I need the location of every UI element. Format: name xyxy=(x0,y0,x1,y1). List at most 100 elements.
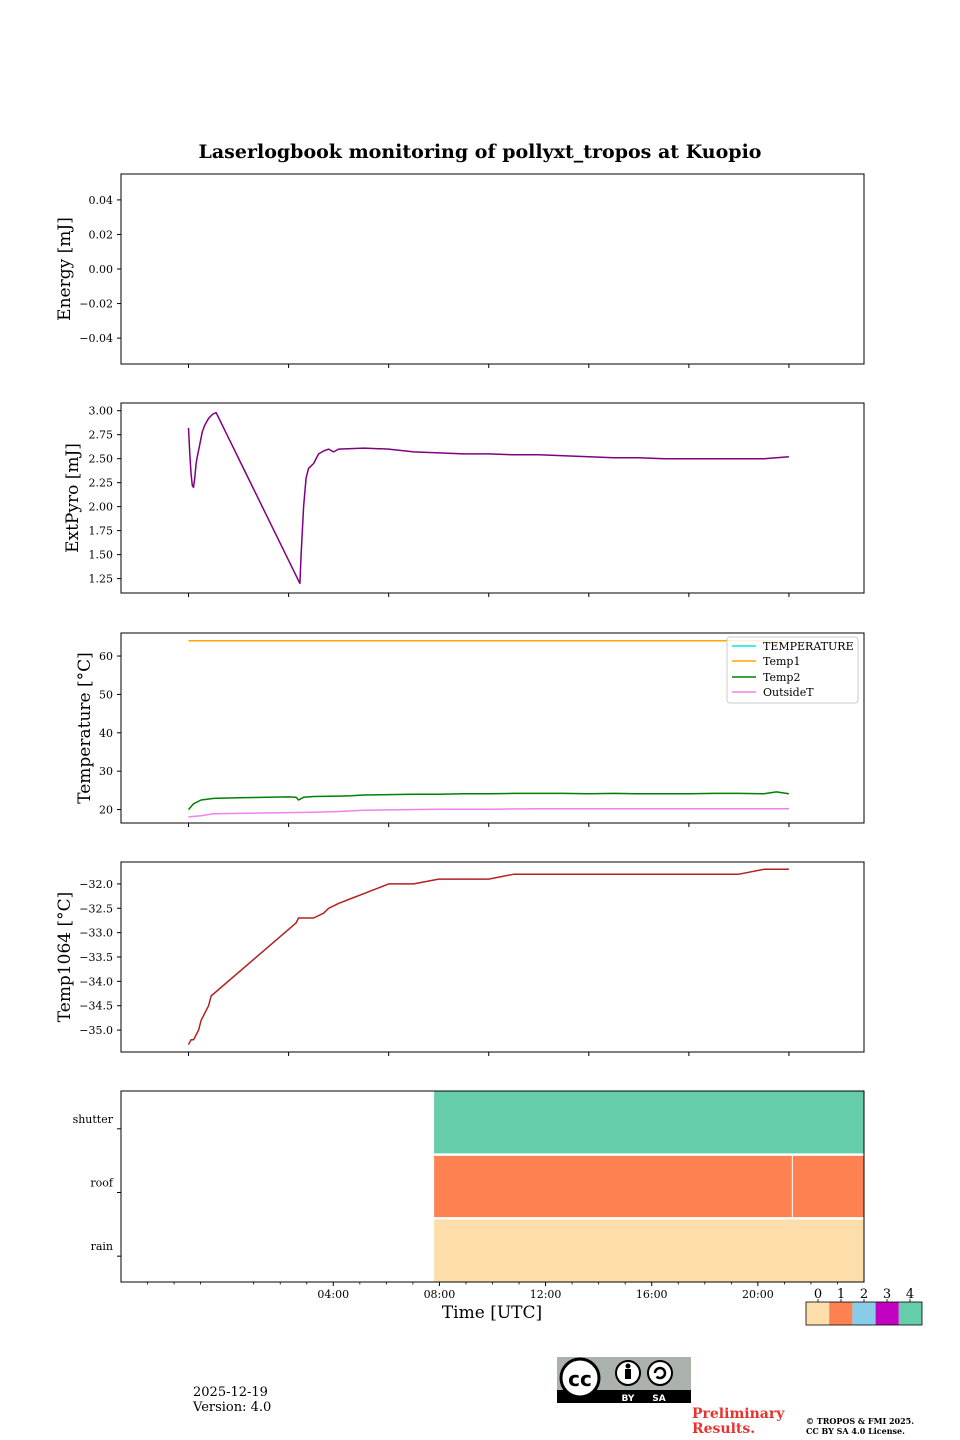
colorbar-tick-label: 0 xyxy=(814,1287,822,1302)
series-line-extpyro xyxy=(187,411,789,585)
temperature-axes-frame xyxy=(120,632,865,824)
temp1064-panel: −32.0 −32.5 −33.0 −33.5 −34.0 −34.5 −35.0 Temp… xyxy=(55,861,865,1056)
temp1064-ytick-label: −33.0 xyxy=(79,927,113,940)
legend-label-temp2: Temp2 xyxy=(763,671,800,684)
share-alike-icon xyxy=(647,1360,673,1386)
status-panel: shutter roof rain 04:00 08:00 12:00 16:00 20:0… xyxy=(73,1090,865,1323)
legend-box xyxy=(726,636,859,704)
colorbar-tick-label: 2 xyxy=(860,1287,868,1302)
temp1064-axes-frame xyxy=(120,861,865,1053)
series-line-temp2 xyxy=(187,791,790,811)
energy-axes-frame xyxy=(120,173,865,365)
extpyro-x-ticks xyxy=(188,593,790,597)
energy-y-ticks: 0.04 0.02 0.00 −0.02 −0.04 xyxy=(79,194,121,345)
status-cell-shutter xyxy=(434,1091,864,1155)
temperature-lines xyxy=(187,639,790,818)
energy-ytick-label: −0.02 xyxy=(79,298,113,311)
temp1064-ylabel: Temp1064 [°C] xyxy=(55,892,75,1023)
extpyro-ytick-label: 1.25 xyxy=(89,573,114,586)
status-y-ticks: shutter roof rain xyxy=(73,1113,121,1257)
colorbar-cell xyxy=(806,1302,830,1325)
status-ytick-label: shutter xyxy=(73,1113,114,1126)
temperature-legend: TEMPERATURE Temp1 Temp2 OutsideT xyxy=(726,636,859,704)
temperature-ytick-label: 30 xyxy=(99,765,113,778)
colorbar-tick-label: 3 xyxy=(883,1287,891,1302)
colorbar-tick-label: 1 xyxy=(837,1287,845,1302)
page-title: Laserlogbook monitoring of pollyxt_tropo… xyxy=(199,141,762,163)
extpyro-ylabel: ExtPyro [mJ] xyxy=(63,443,83,553)
cc-sa-label: SA xyxy=(652,1394,665,1404)
temp1064-ytick-label: −32.5 xyxy=(79,902,113,915)
extpyro-ytick-label: 2.25 xyxy=(89,477,114,490)
copyright-line2: CC BY SA 4.0 License. xyxy=(806,1426,905,1436)
temperature-ylabel: Temperature [°C] xyxy=(75,652,95,804)
temperature-panel: 60 50 40 30 20 Temperature [°C] TEMPERATURE … xyxy=(75,632,865,827)
temp1064-ytick-label: −34.5 xyxy=(79,1000,113,1013)
temp1064-ytick-label: −34.0 xyxy=(79,975,113,988)
status-cell-roof xyxy=(792,1154,864,1219)
status-cell-roof xyxy=(434,1154,792,1219)
status-x-ticks: 04:00 08:00 12:00 16:00 20:00 xyxy=(147,1282,838,1301)
status-xtick-label: 12:00 xyxy=(530,1288,562,1301)
energy-ytick-label: −0.04 xyxy=(79,332,113,345)
temp1064-ytick-label: −32.0 xyxy=(79,878,113,891)
status-xtick-label: 20:00 xyxy=(742,1288,774,1301)
legend-label-temperature: TEMPERATURE xyxy=(763,640,854,653)
colorbar-cell xyxy=(898,1302,922,1325)
temperature-ytick-label: 50 xyxy=(99,688,113,701)
temperature-y-ticks: 60 50 40 30 20 xyxy=(99,650,121,817)
temp1064-ytick-label: −33.5 xyxy=(79,951,113,964)
status-xtick-label: 08:00 xyxy=(424,1288,456,1301)
status-cells xyxy=(434,1091,864,1282)
extpyro-axes-frame xyxy=(120,402,865,594)
colorbar-cells xyxy=(806,1302,922,1325)
extpyro-ytick-label: 2.50 xyxy=(89,453,114,466)
extpyro-ytick-label: 2.75 xyxy=(89,429,114,442)
energy-x-ticks xyxy=(188,364,790,368)
attribution-icon-body xyxy=(625,1369,631,1379)
energy-ytick-label: 0.04 xyxy=(89,194,114,207)
extpyro-ytick-label: 1.50 xyxy=(89,549,114,562)
share-alike-icon-arc xyxy=(653,1366,667,1380)
legend-label-temp1: Temp1 xyxy=(763,655,800,668)
footer-date: 2025-12-19 xyxy=(193,1385,268,1400)
status-xlabel: Time [UTC] xyxy=(442,1303,542,1323)
series-line-outsidet xyxy=(188,808,789,818)
colorbar-cell xyxy=(852,1302,876,1325)
extpyro-ytick-label: 1.75 xyxy=(89,525,114,538)
extpyro-ytick-label: 3.00 xyxy=(89,405,114,418)
cc-logo-icon xyxy=(559,1357,601,1399)
colorbar-cell xyxy=(875,1302,899,1325)
cc-logo-text: cc xyxy=(568,1367,592,1391)
footer-version: Version: 4.0 xyxy=(192,1400,271,1415)
energy-ylabel: Energy [mJ] xyxy=(55,217,75,321)
status-cell-rain xyxy=(434,1218,864,1282)
temp1064-y-ticks: −32.0 −32.5 −33.0 −33.5 −34.0 −34.5 −35.0 xyxy=(79,878,121,1037)
temp1064-ytick-label: −35.0 xyxy=(79,1024,113,1037)
attribution-icon-head xyxy=(625,1363,631,1369)
energy-ytick-label: 0.00 xyxy=(89,263,114,276)
copyright-line1: © TROPOS & FMI 2025. xyxy=(806,1416,914,1426)
extpyro-y-ticks: 3.00 2.75 2.50 2.25 2.00 1.75 1.50 1.25 xyxy=(89,405,121,586)
temperature-ytick-label: 20 xyxy=(99,804,113,817)
series-line-temp1064 xyxy=(187,868,789,1046)
colorbar-tick-label: 4 xyxy=(906,1287,914,1302)
temperature-x-ticks xyxy=(188,823,790,827)
extpyro-ytick-label: 2.00 xyxy=(89,501,114,514)
temperature-ytick-label: 40 xyxy=(99,727,113,740)
temp1064-x-ticks xyxy=(188,1052,790,1056)
status-ytick-label: roof xyxy=(90,1177,114,1190)
energy-panel: 0.04 0.02 0.00 −0.02 −0.04 Energy [mJ] xyxy=(55,173,865,368)
extpyro-lines xyxy=(187,411,789,585)
energy-ytick-label: 0.02 xyxy=(89,228,114,241)
legend-label-outsidet: OutsideT xyxy=(763,686,814,699)
status-ytick-label: rain xyxy=(91,1240,113,1253)
preliminary-line1: Preliminary xyxy=(692,1406,785,1422)
temperature-ytick-label: 60 xyxy=(99,650,113,663)
colorbar-cell xyxy=(829,1302,853,1325)
temp1064-lines xyxy=(187,868,789,1046)
status-xtick-label: 16:00 xyxy=(636,1288,668,1301)
